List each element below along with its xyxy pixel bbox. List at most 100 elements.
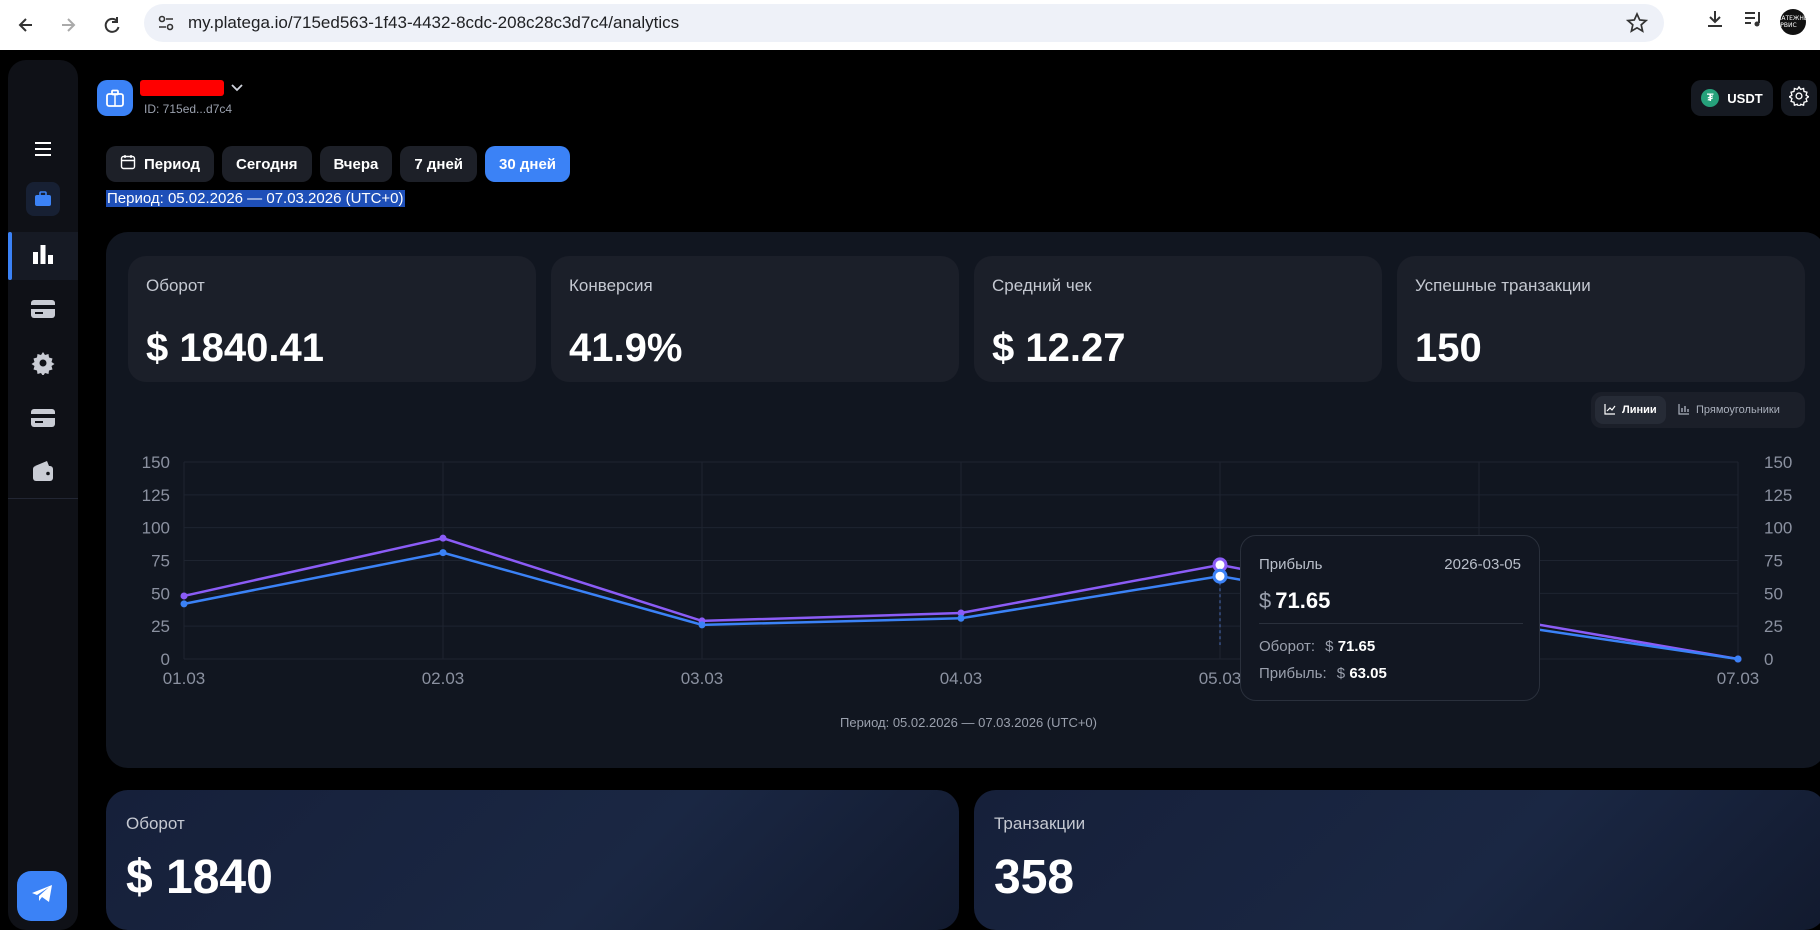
tooltip-row-label: Оборот: <box>1259 638 1315 655</box>
y-tick-label-right: 0 <box>1764 650 1773 669</box>
kpi-label: Конверсия <box>569 276 653 295</box>
profile-avatar[interactable]: ПЛАТЕЖНЫЙ СЕРВИС <box>1772 8 1814 35</box>
summary-label: Транзакции <box>994 814 1086 833</box>
settings-button[interactable] <box>1781 80 1817 116</box>
period-selector: Период Сегодня Вчера 7 дней 30 дней <box>106 146 571 182</box>
tooltip-row-profit: Прибыль: $ 63.05 <box>1259 665 1387 682</box>
forward-icon[interactable] <box>48 5 88 45</box>
y-tick-label-right: 150 <box>1764 453 1792 472</box>
back-icon[interactable] <box>6 5 46 45</box>
x-tick-label: 05.03 <box>1199 669 1242 688</box>
calendar-icon <box>120 154 136 174</box>
kpi-value: 41.9% <box>569 326 683 370</box>
tooltip-row-currency: $ <box>1336 665 1346 682</box>
summary-card-transactions: Транзакции 358 <box>974 790 1820 930</box>
kpi-card-turnover: Оборот $ 1840.41 <box>128 256 536 382</box>
tooltip-title: Прибыль <box>1259 556 1323 573</box>
data-point <box>180 592 188 600</box>
kpi-value: $ 12.27 <box>992 326 1126 370</box>
url-text[interactable]: my.platega.io/715ed563-1f43-4432-8cdc-20… <box>188 13 680 32</box>
period-custom-label: Период <box>144 155 200 173</box>
kpi-card-successful-transactions: Успешные транзакции 150 <box>1397 256 1805 382</box>
period-today-button[interactable]: Сегодня <box>222 146 312 182</box>
data-point <box>957 614 965 622</box>
wallet-icon <box>31 460 55 487</box>
summary-label: Оборот <box>126 814 185 833</box>
tooltip-row-label: Прибыль: <box>1259 665 1327 682</box>
kpi-card-average-check: Средний чек $ 12.27 <box>974 256 1382 382</box>
y-tick-label-left: 150 <box>142 453 170 472</box>
x-tick-label: 02.03 <box>422 669 465 688</box>
briefcase-icon[interactable] <box>8 176 78 222</box>
bookmark-star-icon[interactable] <box>1625 11 1649 39</box>
data-point <box>439 534 447 542</box>
telegram-button[interactable] <box>17 871 67 921</box>
sidebar-divider <box>8 498 78 499</box>
y-tick-label-right: 75 <box>1764 552 1783 571</box>
chart-tooltip: Прибыль 2026-03-05 $71.65 Оборот: $ 71.6… <box>1240 535 1540 701</box>
sidebar-item-payments[interactable] <box>8 288 78 334</box>
summary-card-turnover: Оборот $ 1840 <box>106 790 959 930</box>
chart-type-lines[interactable]: Линии <box>1595 396 1666 424</box>
browser-toolbar: my.platega.io/715ed563-1f43-4432-8cdc-20… <box>0 0 1820 50</box>
period-30-days-button[interactable]: 30 дней <box>485 146 571 182</box>
tether-icon: ₮ <box>1701 89 1720 107</box>
period-7-days-button[interactable]: 7 дней <box>400 146 478 182</box>
reload-icon[interactable] <box>92 5 132 45</box>
bar-chart-icon <box>31 242 55 271</box>
line-chart-icon <box>1604 403 1616 418</box>
y-tick-label-right: 100 <box>1764 519 1792 538</box>
sidebar-item-analytics[interactable] <box>8 233 78 279</box>
sidebar <box>8 60 78 930</box>
data-point <box>957 609 965 617</box>
media-control-icon[interactable] <box>1742 8 1764 35</box>
currency-label: USDT <box>1727 90 1763 106</box>
organization-name-redacted[interactable] <box>140 80 224 96</box>
kpi-label: Успешные транзакции <box>1415 276 1591 295</box>
data-point-highlighted <box>1212 568 1228 584</box>
chart-period-caption: Период: 05.02.2026 — 07.03.2026 (UTC+0) <box>840 715 1097 730</box>
y-tick-label-left: 0 <box>161 650 170 669</box>
kpi-card-conversion: Конверсия 41.9% <box>551 256 959 382</box>
kpi-value: 150 <box>1415 326 1482 370</box>
period-yesterday-button[interactable]: Вчера <box>319 146 393 182</box>
chevron-down-icon[interactable] <box>230 80 244 96</box>
summary-value: 358 <box>994 851 1075 904</box>
sidebar-active-indicator <box>8 232 12 280</box>
y-tick-label-left: 75 <box>151 552 170 571</box>
chart-type-bars[interactable]: Прямоугольники <box>1669 396 1789 424</box>
x-tick-label: 04.03 <box>940 669 983 688</box>
y-tick-label-left: 25 <box>151 617 170 636</box>
chart-type-bars-label: Прямоугольники <box>1696 404 1780 416</box>
download-icon[interactable] <box>1704 8 1726 35</box>
menu-icon[interactable] <box>8 126 78 172</box>
chart-type-toggle: Линии Прямоугольники <box>1591 392 1805 428</box>
sidebar-item-settings[interactable] <box>8 342 78 388</box>
tooltip-main-amount: 71.65 <box>1275 588 1331 613</box>
x-tick-label: 01.03 <box>163 669 206 688</box>
bar-chart-icon <box>1678 403 1690 418</box>
address-bar[interactable]: my.platega.io/715ed563-1f43-4432-8cdc-20… <box>144 4 1664 42</box>
gear-icon <box>1788 85 1810 111</box>
tooltip-row-value: 63.05 <box>1349 665 1387 682</box>
chart-type-lines-label: Линии <box>1622 404 1657 416</box>
tooltip-date: 2026-03-05 <box>1444 556 1521 573</box>
tooltip-row-currency: $ <box>1325 638 1334 655</box>
period-custom-button[interactable]: Период <box>106 146 214 182</box>
data-point <box>1734 655 1742 663</box>
currency-selector[interactable]: ₮ USDT <box>1691 80 1773 116</box>
selected-period-text: Период: 05.02.2026 — 07.03.2026 (UTC+0) <box>106 190 405 207</box>
sidebar-item-wallet[interactable] <box>8 450 78 496</box>
gear-icon <box>31 351 55 380</box>
site-settings-icon[interactable] <box>156 13 176 38</box>
y-tick-label-right: 25 <box>1764 617 1783 636</box>
tooltip-main-value: $71.65 <box>1259 588 1330 614</box>
organization-icon[interactable] <box>97 80 133 116</box>
summary-value: $ 1840 <box>126 851 273 904</box>
x-tick-label: 07.03 <box>1717 669 1760 688</box>
data-point <box>698 621 706 629</box>
tooltip-currency: $ <box>1259 588 1272 613</box>
sidebar-item-cards[interactable] <box>8 397 78 443</box>
x-tick-label: 03.03 <box>681 669 724 688</box>
